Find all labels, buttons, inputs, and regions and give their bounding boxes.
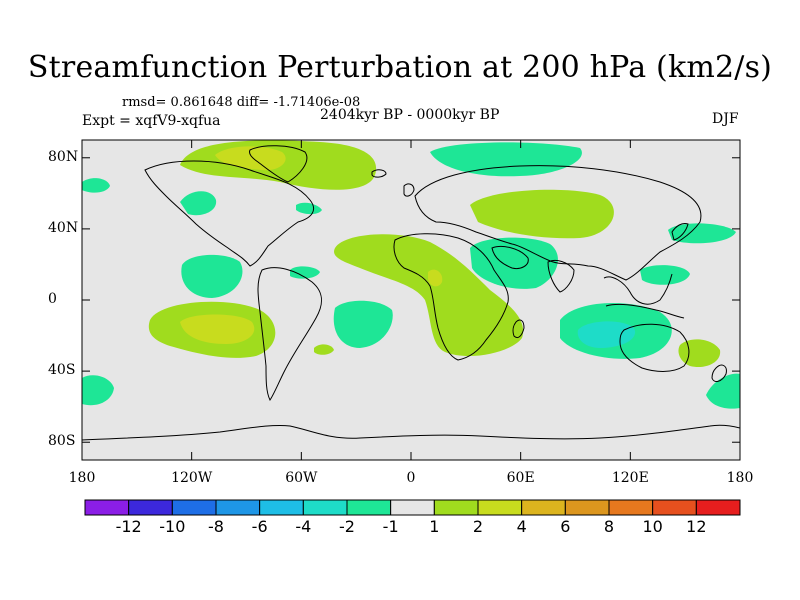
colorbar-box [477,499,523,516]
rmsd-stats: rmsd= 0.861648 diff= -1.71406e-08 [122,95,361,110]
anomaly-tasman [678,339,721,368]
anomaly-brazil [314,344,334,355]
anomaly-southwest-edge [82,375,114,406]
colorbar-box [171,499,217,516]
anomaly-north-edge [82,178,110,193]
coast-new-zealand [711,364,727,382]
lon-label: 0 [406,470,416,486]
colorbar-label: 6 [560,517,571,536]
colorbar-label: 10 [642,517,663,536]
lon-label: 60E [506,470,535,486]
anomaly-philippine-sea [640,265,690,285]
colorbar-label: -1 [382,517,399,536]
colorbar-boxes [84,499,741,516]
colorbar-label: 12 [686,517,707,536]
colorbar-box [346,499,392,516]
coast-indonesia [605,303,685,319]
coast-japan [671,223,689,241]
anomaly-tropical-atlantic [334,234,524,357]
lat-label: 80S [48,433,76,450]
anomaly-africa-core [428,269,443,287]
lat-label: 40N [48,219,79,236]
lon-label: 120W [171,470,213,486]
anomaly-north-pacific [180,191,217,216]
lon-label: 180 [68,470,96,486]
coast-uk [403,183,415,197]
colorbar-box [433,499,479,516]
colorbar-label: 4 [516,517,527,536]
colorbar-box [128,499,173,516]
colorbar-box [390,499,435,516]
colorbar-box [84,499,130,516]
coast-madagascar [512,319,525,339]
colorbar-box [521,499,566,516]
anomaly-arctic-eurasia [430,142,582,177]
colorbar-label: -10 [159,517,186,536]
colorbar-box [695,499,741,516]
anomaly-western-pacific [668,223,736,244]
colorbar-box [302,499,348,516]
coast-arabia [491,245,529,269]
colorbar-box [564,499,610,516]
experiment-label: Expt = xqfV9-xqfua [82,113,221,129]
lat-label: 80N [48,148,79,165]
colorbar-label: -4 [295,517,312,536]
axis-ticks [81,140,741,460]
colorbar-label: -12 [115,517,142,536]
anomaly-south-pacific-core [180,314,255,344]
colorbar-box [259,499,304,516]
coast-antarctica [82,424,740,441]
anomaly-field [82,140,740,409]
lon-label: 120E [611,470,649,486]
coast-eurasia [414,165,702,281]
colorbar-label: 1 [429,517,440,536]
colorbar-label: 2 [472,517,484,536]
season-label: DJF [712,111,739,127]
coast-greenland [249,145,308,183]
anomaly-arabia [470,237,558,289]
colorbar-label: -2 [339,517,355,536]
lon-label: 60W [285,470,318,486]
colorbar-box [608,499,654,516]
coast-iceland [371,169,387,178]
coast-southeast-asia [603,273,673,305]
anomaly-nw-atlantic [296,202,322,215]
time-period: 2404kyr BP - 0000kyr BP [320,107,500,123]
coast-north-america [144,160,314,267]
coast-africa [393,233,509,361]
colorbar-label: 8 [603,517,615,536]
lon-label: 180 [726,470,754,486]
lat-label: 40S [48,362,76,379]
coast-india [547,259,575,293]
colorbar-box [215,499,261,516]
anomaly-south-atlantic [333,300,393,348]
anomaly-central-america [290,266,320,279]
anomaly-indian-ocean-core [577,321,636,348]
colorbar-label: -8 [208,517,224,536]
anomaly-central-asia [470,189,614,239]
lat-label: 0 [48,291,57,307]
coastlines [82,145,740,441]
colorbar-box [652,499,697,516]
coast-australia [619,323,690,372]
anomaly-eastern-pacific [181,254,243,298]
colorbar-label: -6 [251,517,268,536]
plot-title: Streamfunction Perturbation at 200 hPa (… [27,50,773,85]
anomaly-greenland-core [215,146,286,171]
coast-south-america [257,267,322,401]
anomaly-southeast-edge [706,373,740,409]
